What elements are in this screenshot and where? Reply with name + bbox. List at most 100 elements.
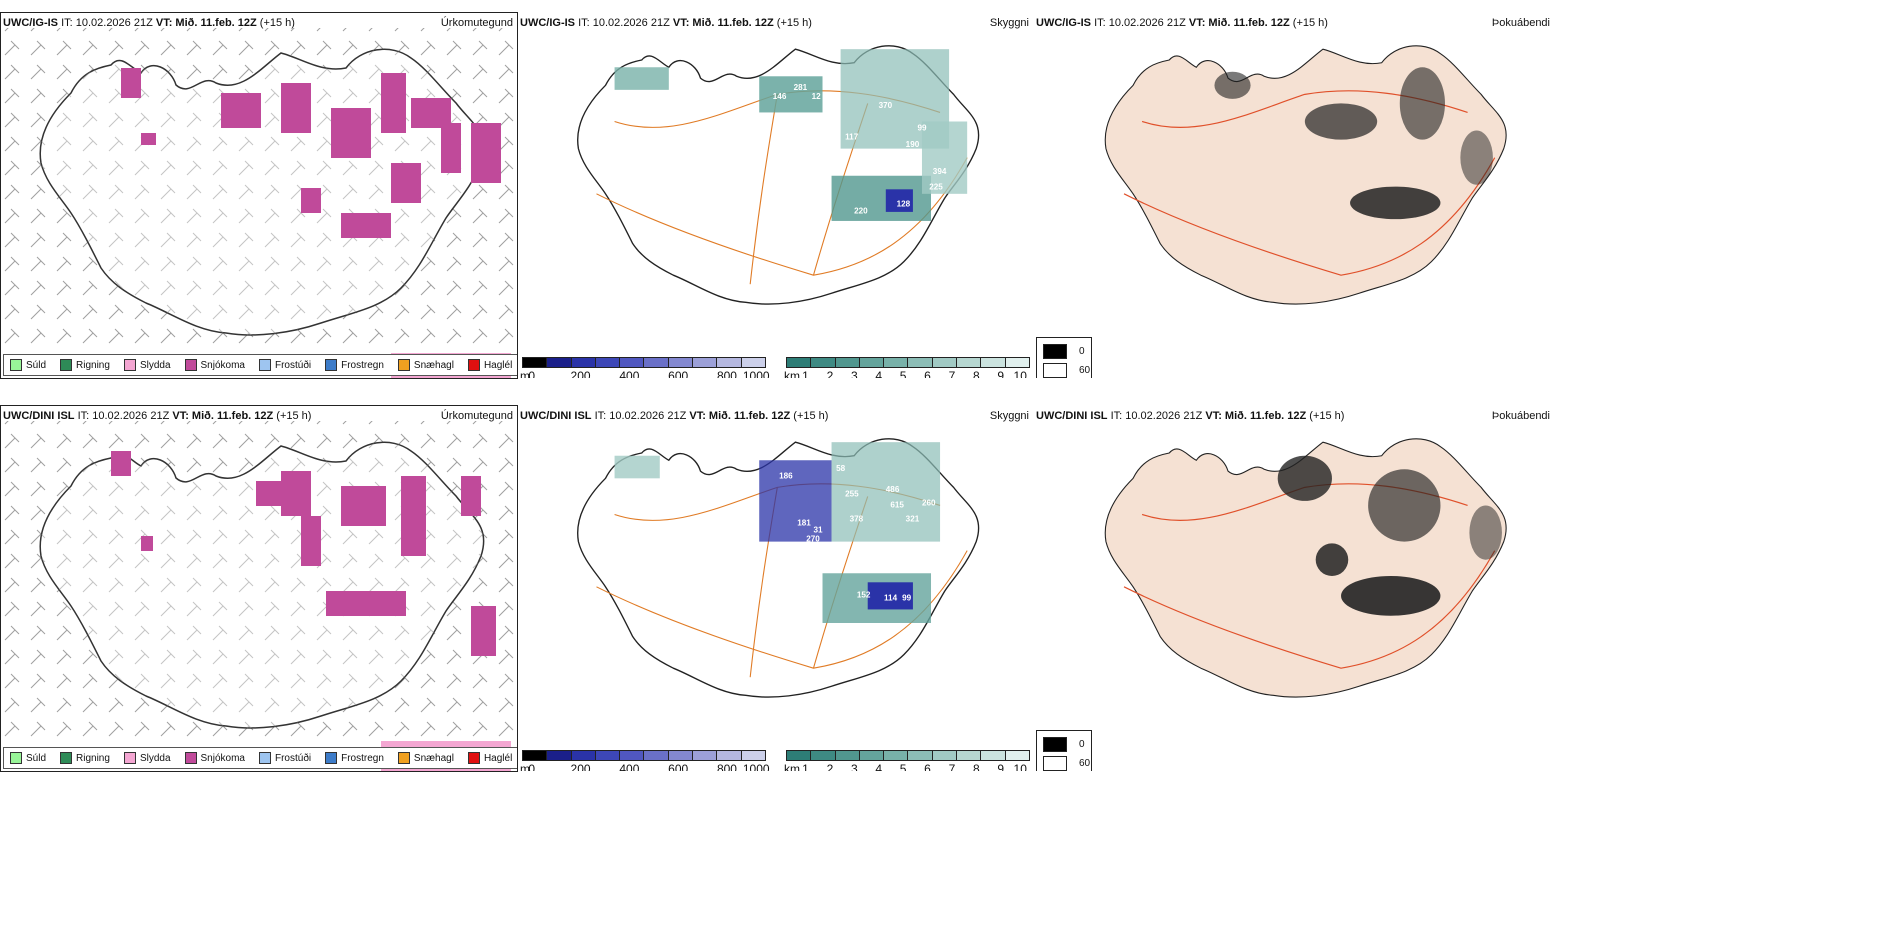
tick-label: 200 (570, 762, 591, 771)
visibility-label: 12 (812, 92, 822, 101)
panel-title: UWC/IG-IS IT: 10.02.2026 21Z VT: Mið. 11… (1036, 17, 1328, 29)
tick-label: 6 (924, 369, 931, 378)
tick-label: 600 (668, 762, 689, 771)
height-colorbar: 0 200 400 600 800 1000 m (520, 357, 770, 378)
tick-label: 7 (948, 369, 956, 378)
legend-item-rain: Rigning (60, 359, 110, 371)
visibility-label: 30 (818, 169, 828, 178)
height-colorbar: 0 200 400 600 800 1000 m (520, 750, 770, 771)
tick-label: 8 (972, 369, 980, 378)
tick-label: 3 (850, 762, 858, 771)
legend-item-freezing-rain: Frostregn (325, 359, 384, 371)
fog-index-areas (1214, 67, 1493, 220)
visibility-label: 370 (879, 101, 893, 110)
tick-label: 1 (802, 369, 809, 378)
legend-item-freezing-drizzle: Frostúði (258, 359, 311, 371)
tick-label: 800 (716, 369, 737, 378)
visibility-label: 152 (857, 591, 871, 600)
visibility-panel-igis: UWC/IG-IS IT: 10.02.2026 21Z VT: Mið. 11… (518, 13, 1033, 378)
tick-label: 9 (997, 762, 1005, 771)
visibility-label: 281 (794, 83, 808, 92)
precip-type-panel-igis: UWC/IG-IS IT: 10.02.2026 21Z VT: Mið. 11… (0, 12, 518, 379)
visibility-label: 146 (773, 92, 787, 101)
panel-label: Skyggni (989, 17, 1029, 29)
tick-label: 3 (850, 369, 858, 378)
panel-label: Úrkomutegund (440, 410, 513, 422)
visibility-label: 394 (933, 167, 947, 176)
iceland-map (1, 421, 517, 771)
tick-label: 1000 (742, 369, 770, 378)
tick-label: 10 (1013, 369, 1027, 378)
visibility-label: 190 (906, 140, 920, 149)
iceland-map (1104, 438, 1507, 698)
visibility-label: 321 (906, 515, 920, 524)
tick-label: 7 (948, 762, 956, 771)
legend-item-hail: Haglél (467, 752, 512, 764)
visibility-label: 615 (890, 500, 904, 509)
visibility-label: 181 (797, 518, 811, 527)
visibility-labels: 186 58 255 486 615 260 321 378 31 181 27… (779, 464, 936, 602)
tick-label: 0 (528, 762, 536, 771)
panel-title: UWC/DINI ISL IT: 10.02.2026 21Z VT: Mið.… (520, 410, 829, 422)
visibility-label: 270 (806, 535, 820, 544)
legend-item-snow: Snjókoma (184, 359, 245, 371)
visibility-label: 99 (917, 124, 927, 133)
tick-label: 6 (924, 762, 931, 771)
panel-label: Úrkomutegund (440, 17, 513, 29)
unit-label: m (520, 762, 530, 771)
tick-label: 400 (619, 762, 640, 771)
panel-label: Skyggni (989, 410, 1029, 422)
tick-label: 4 (875, 762, 883, 771)
visibility-label: 260 (922, 498, 936, 507)
tick-label: 1000 (742, 762, 770, 771)
visibility-label: 117 (845, 133, 859, 142)
tick-label: 400 (619, 369, 640, 378)
legend-item-sleet: Slydda (123, 359, 171, 371)
panel-title: UWC/IG-IS IT: 10.02.2026 21Z VT: Mið. 11… (3, 17, 295, 29)
iceland-map (1104, 45, 1507, 305)
panel-label: Þokuábendi (1491, 410, 1550, 422)
fog-panel-dini: UWC/DINI ISL IT: 10.02.2026 21Z VT: Mið.… (1034, 406, 1554, 771)
precip-type-legend: Súld Rigning Slydda Snjókoma Frostúði Fr… (3, 354, 517, 376)
legend-item-rain: Rigning (60, 752, 110, 764)
legend-item-snow: Snjókoma (184, 752, 245, 764)
snow-areas (111, 451, 496, 656)
visibility-colorbar: 1 2 3 4 5 6 7 8 9 10 km (784, 357, 1030, 378)
visibility-label: 377 (841, 221, 855, 230)
unit-label: km (784, 369, 800, 378)
visibility-panel-dini: UWC/DINI ISL IT: 10.02.2026 21Z VT: Mið.… (518, 406, 1033, 771)
visibility-label: 225 (929, 182, 943, 191)
visibility-label: 378 (850, 515, 864, 524)
visibility-label: 486 (886, 485, 900, 494)
legend-item-freezing-rain: Frostregn (325, 752, 384, 764)
unit-label: km (784, 762, 800, 771)
legend-item-hail: Haglél (467, 359, 512, 371)
tick-label: 1 (802, 762, 809, 771)
panel-title: UWC/DINI ISL IT: 10.02.2026 21Z VT: Mið.… (3, 410, 312, 422)
legend-item-freezing-drizzle: Frostúði (258, 752, 311, 764)
snow-areas (121, 68, 501, 238)
visibility-areas (614, 442, 941, 623)
tick-label: 0 (528, 369, 536, 378)
tick-label: 8 (972, 762, 980, 771)
panel-label: Þokuábendi (1491, 17, 1550, 29)
fog-panel-igis: UWC/IG-IS IT: 10.02.2026 21Z VT: Mið. 11… (1034, 13, 1554, 378)
tick-label: 4 (875, 369, 883, 378)
visibility-labels: 146 281 12 370 117 198 99 190 30 42 220 … (773, 83, 947, 230)
precip-type-panel-dini: UWC/DINI ISL IT: 10.02.2026 21Z VT: Mið.… (0, 405, 518, 772)
tick-label: 5 (899, 369, 907, 378)
iceland-map: 146 281 12 370 117 198 99 190 30 42 220 … (577, 45, 980, 305)
tick-label: 200 (570, 369, 591, 378)
tick-label: 2 (826, 369, 834, 378)
tick-label: 2 (826, 762, 834, 771)
precip-type-legend: Súld Rigning Slydda Snjókoma Frostúði Fr… (3, 747, 517, 769)
visibility-label: 128 (897, 199, 911, 208)
tick-label: 10 (1013, 762, 1027, 771)
unit-label: m (520, 369, 530, 378)
legend-item-drizzle: Súld (10, 359, 46, 371)
panel-title: UWC/DINI ISL IT: 10.02.2026 21Z VT: Mið.… (1036, 410, 1345, 422)
panel-title: UWC/IG-IS IT: 10.02.2026 21Z VT: Mið. 11… (520, 17, 812, 29)
tick-label: 9 (997, 369, 1005, 378)
visibility-label: 186 (779, 471, 793, 480)
iceland-map (1, 28, 517, 378)
